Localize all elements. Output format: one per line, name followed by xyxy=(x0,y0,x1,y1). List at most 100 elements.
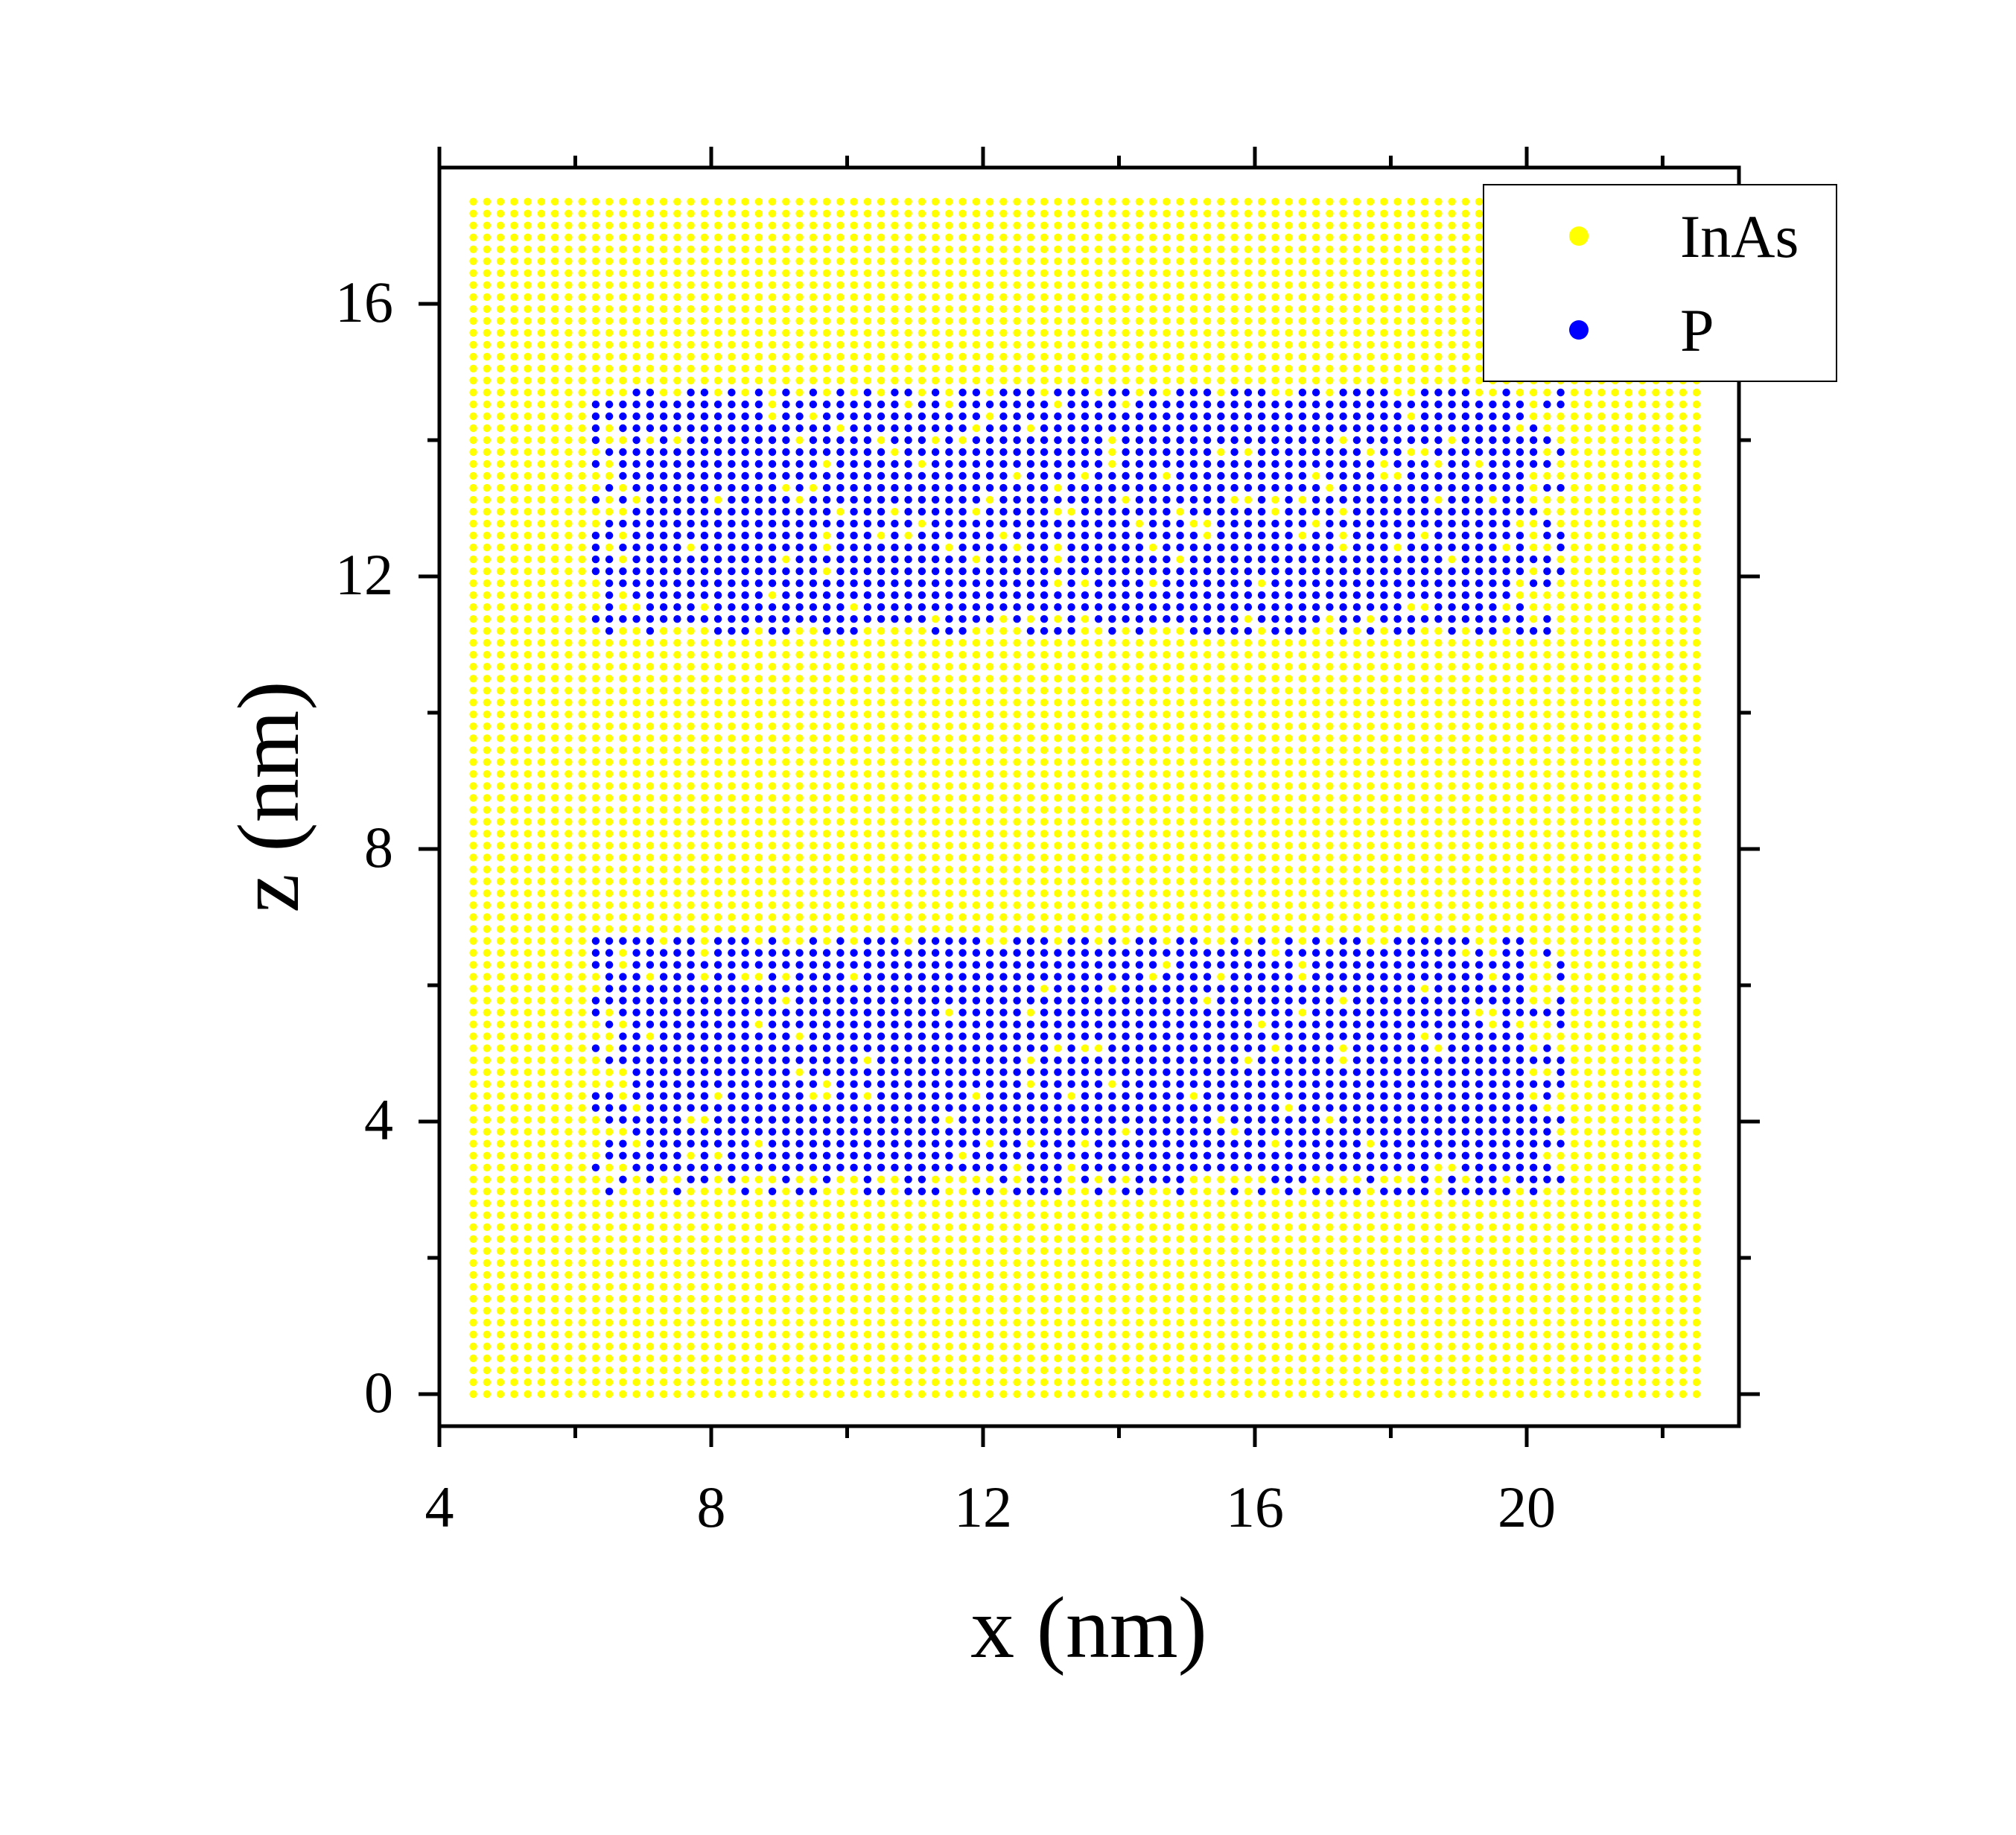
inas-point xyxy=(1393,818,1402,826)
inas-point xyxy=(931,1306,940,1315)
inas-point xyxy=(1611,722,1619,731)
inas-point xyxy=(1094,1282,1103,1291)
inas-point xyxy=(1271,699,1279,707)
inas-point xyxy=(809,746,818,754)
inas-point xyxy=(537,746,546,754)
inas-point xyxy=(918,1235,926,1244)
inas-point xyxy=(822,806,831,814)
inas-point xyxy=(659,770,668,778)
inas-point xyxy=(565,770,573,778)
inas-point xyxy=(632,495,640,504)
inas-point xyxy=(1597,1378,1606,1387)
inas-point xyxy=(1326,734,1334,742)
inas-point xyxy=(483,615,492,623)
inas-point xyxy=(524,830,532,838)
inas-point xyxy=(1597,567,1606,576)
inas-point xyxy=(550,1199,559,1208)
inas-point xyxy=(972,818,981,826)
inas-point xyxy=(646,865,655,874)
inas-point xyxy=(754,1270,763,1279)
inas-point xyxy=(510,830,518,838)
inas-point xyxy=(1393,1211,1402,1220)
inas-point xyxy=(782,842,790,850)
inas-point xyxy=(591,782,600,790)
inas-point xyxy=(972,1270,981,1279)
inas-point xyxy=(1692,663,1701,671)
inas-point xyxy=(483,471,492,480)
inas-point xyxy=(1420,448,1429,457)
inas-point xyxy=(1665,1294,1673,1303)
inas-point xyxy=(1665,436,1673,445)
inas-point xyxy=(918,1354,926,1363)
inas-point xyxy=(1366,1318,1375,1327)
inas-point xyxy=(1502,627,1510,635)
inas-point xyxy=(1434,1306,1443,1315)
inas-point xyxy=(632,1187,640,1196)
inas-point xyxy=(1489,782,1497,790)
inas-point xyxy=(687,865,695,874)
inas-point xyxy=(1583,459,1592,468)
inas-point xyxy=(700,603,709,611)
inas-point xyxy=(1040,1247,1049,1256)
inas-point xyxy=(713,1294,722,1303)
inas-point xyxy=(1420,710,1429,719)
inas-point xyxy=(1108,710,1116,719)
inas-point xyxy=(1434,1235,1443,1244)
inas-point xyxy=(836,1247,845,1256)
inas-point xyxy=(687,758,695,766)
inas-point xyxy=(945,1306,953,1315)
inas-point xyxy=(782,1306,790,1315)
inas-point xyxy=(836,639,845,647)
inas-point xyxy=(1339,436,1347,445)
inas-point xyxy=(1516,424,1524,433)
inas-point xyxy=(1556,519,1565,528)
inas-point xyxy=(904,1211,912,1220)
inas-point xyxy=(1393,1270,1402,1279)
inas-point xyxy=(632,639,640,647)
inas-point xyxy=(754,1235,763,1244)
inas-point xyxy=(510,1235,518,1244)
inas-point xyxy=(1026,842,1035,850)
inas-point xyxy=(1013,865,1021,874)
inas-point xyxy=(1393,1199,1402,1208)
inas-point xyxy=(1448,901,1456,909)
inas-point xyxy=(591,830,600,838)
inas-point xyxy=(1570,961,1579,969)
inas-point xyxy=(863,830,872,838)
inas-point xyxy=(1583,591,1592,600)
inas-point xyxy=(1067,1235,1075,1244)
inas-point xyxy=(1352,1282,1361,1291)
inas-point xyxy=(1352,1390,1361,1399)
inas-point xyxy=(822,913,831,921)
inas-point xyxy=(1434,627,1443,635)
inas-point xyxy=(1176,1235,1184,1244)
inas-point xyxy=(1380,770,1388,778)
inas-point xyxy=(741,687,749,695)
inas-point xyxy=(537,1056,546,1064)
inas-point xyxy=(1665,901,1673,909)
inas-point xyxy=(1026,1247,1035,1256)
inas-point xyxy=(591,1330,600,1339)
inas-point xyxy=(591,853,600,862)
inas-point xyxy=(1529,1032,1538,1040)
inas-point xyxy=(469,1020,477,1028)
inas-point xyxy=(1122,937,1130,945)
inas-point xyxy=(795,746,804,754)
inas-point xyxy=(1135,1330,1144,1339)
inas-point xyxy=(863,877,872,885)
inas-point xyxy=(918,925,926,933)
inas-point xyxy=(1570,627,1579,635)
inas-point xyxy=(605,1080,614,1088)
inas-point xyxy=(632,663,640,671)
inas-point xyxy=(687,1235,695,1244)
inas-point xyxy=(1570,1270,1579,1279)
inas-point xyxy=(958,889,967,897)
inas-point xyxy=(1652,1282,1660,1291)
inas-point xyxy=(904,1306,912,1315)
inas-point xyxy=(1543,495,1551,504)
inas-point xyxy=(550,1187,559,1196)
inas-point xyxy=(510,1199,518,1208)
inas-point xyxy=(646,1354,655,1363)
inas-point xyxy=(1081,901,1090,909)
inas-point xyxy=(918,746,926,754)
